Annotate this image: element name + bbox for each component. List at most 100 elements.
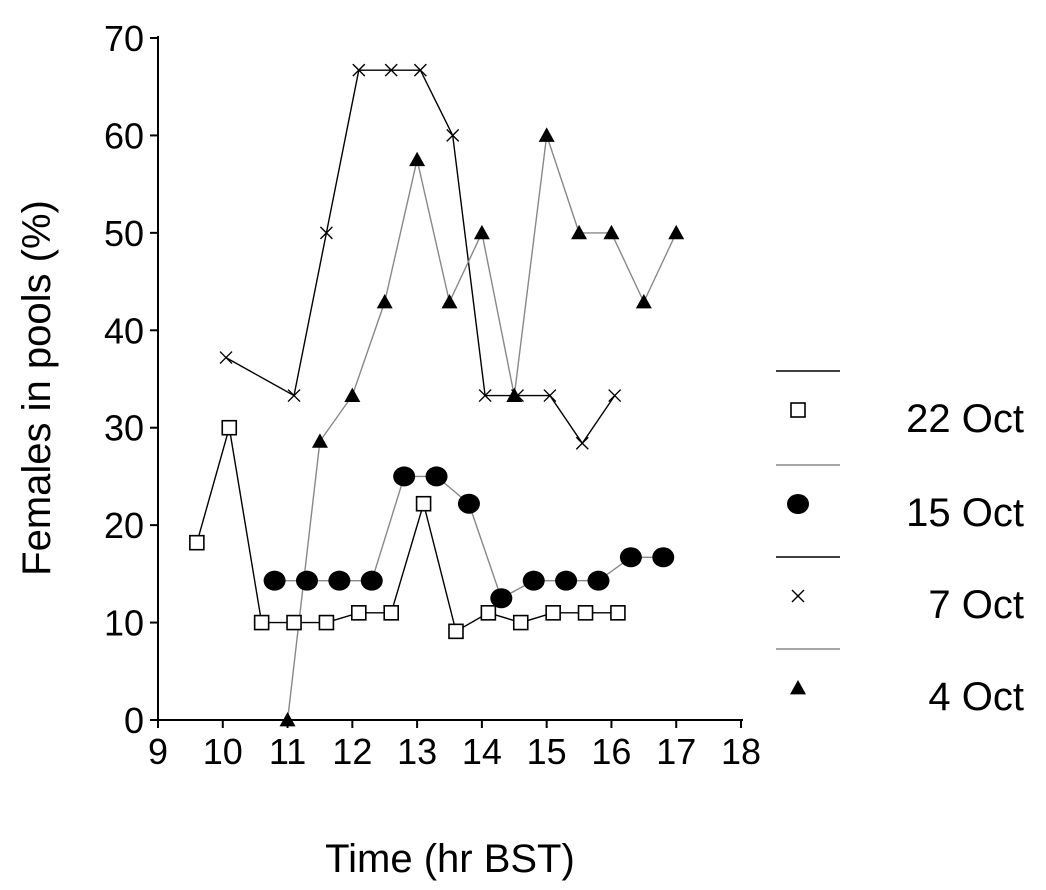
series-line-2 xyxy=(225,69,616,445)
filled-circle-marker xyxy=(263,570,286,591)
x-marker xyxy=(543,389,557,403)
x-marker-stroke xyxy=(608,389,622,403)
x-tick-label: 14 xyxy=(462,731,502,772)
chart-axes: 9 10 11 12 13 14 15 16 17 18 0 10 20 30 40 50 60 70 xyxy=(104,18,761,772)
x-marker-stroke xyxy=(219,351,233,365)
x-marker-stroke xyxy=(478,389,492,403)
x-marker xyxy=(791,589,805,603)
y-tick-label: 60 xyxy=(104,115,144,156)
x-tick-label: 16 xyxy=(591,731,631,772)
legend-label: 7 Oct xyxy=(928,583,1024,627)
y-axis-title: Females in pools (%) xyxy=(15,200,59,576)
x-marker-stroke xyxy=(791,589,805,603)
x-marker xyxy=(575,436,589,450)
x-marker xyxy=(352,63,366,77)
open-square-marker xyxy=(545,605,561,621)
open-square-marker xyxy=(318,614,335,631)
filled-triangle-marker xyxy=(506,387,523,402)
legend-label: 15 Oct xyxy=(906,491,1024,535)
filled-triangle-marker xyxy=(571,224,588,240)
filled-triangle-marker xyxy=(603,224,620,240)
x-tick-label: 9 xyxy=(148,731,168,772)
filled-circle-marker xyxy=(652,547,675,568)
filled-triangle-marker xyxy=(473,224,490,240)
series-markers-2 xyxy=(219,63,622,450)
x-tick-label: 10 xyxy=(203,731,243,772)
filled-triangle-marker xyxy=(344,387,361,402)
series-markers xyxy=(189,63,685,727)
x-marker-stroke xyxy=(543,389,557,403)
filled-circle-marker xyxy=(393,466,416,487)
filled-circle-marker xyxy=(295,570,318,591)
filled-triangle-marker xyxy=(538,127,555,142)
filled-triangle-marker xyxy=(409,151,426,167)
open-square-marker xyxy=(415,495,432,512)
filled-triangle-marker xyxy=(441,294,458,309)
series-markers-3 xyxy=(279,127,685,727)
legend-label: 4 Oct xyxy=(928,675,1024,719)
x-marker-stroke xyxy=(352,63,366,77)
open-square-marker xyxy=(286,614,302,631)
legend-label: 22 Oct xyxy=(906,397,1024,441)
series-line-3 xyxy=(286,135,677,721)
filled-circle-marker xyxy=(522,570,545,591)
open-square-marker xyxy=(448,623,464,640)
y-tick-label: 0 xyxy=(124,700,144,741)
x-marker xyxy=(384,63,398,77)
x-tick-label: 17 xyxy=(656,731,696,772)
series-markers-1 xyxy=(263,466,675,609)
filled-circle-marker xyxy=(555,570,578,591)
x-marker xyxy=(319,226,333,240)
filled-circle-marker xyxy=(587,570,610,591)
open-square-marker xyxy=(383,605,400,621)
filled-circle-marker xyxy=(490,588,513,609)
series-line-0 xyxy=(196,427,618,633)
x-marker xyxy=(219,351,233,365)
y-tick-label: 10 xyxy=(104,603,144,644)
y-tick-label: 30 xyxy=(104,408,144,449)
x-marker xyxy=(478,389,492,403)
filled-triangle-marker xyxy=(279,712,296,727)
x-tick-label: 11 xyxy=(269,731,306,772)
filled-circle-marker xyxy=(360,570,383,591)
x-marker-stroke xyxy=(413,63,427,77)
open-square-marker xyxy=(610,605,626,621)
filled-triangle-marker xyxy=(635,294,652,309)
filled-circle-marker xyxy=(787,494,809,514)
open-square-marker xyxy=(577,605,594,621)
filled-triangle-marker xyxy=(311,433,328,448)
open-square-marker xyxy=(512,614,529,631)
chart-legend: 22 Oct 15 Oct 7 Oct 4 Oct xyxy=(776,370,1024,719)
y-tick-label: 70 xyxy=(104,18,144,59)
open-square-marker xyxy=(189,534,205,551)
filled-circle-marker xyxy=(425,466,448,487)
x-marker-stroke xyxy=(446,128,460,142)
filled-triangle-marker xyxy=(376,294,393,309)
x-marker xyxy=(608,389,622,403)
series-markers-0 xyxy=(189,419,626,640)
filled-triangle-marker xyxy=(668,224,685,240)
x-marker xyxy=(287,389,301,403)
x-tick-label: 15 xyxy=(527,731,567,772)
open-square-marker xyxy=(480,605,497,621)
x-tick-label: 18 xyxy=(721,731,761,772)
x-marker-stroke xyxy=(319,226,333,240)
y-tick-label: 40 xyxy=(104,310,144,351)
filled-triangle-marker xyxy=(790,680,806,695)
open-square-marker xyxy=(351,605,367,621)
filled-circle-marker xyxy=(457,493,480,514)
x-marker xyxy=(446,128,460,142)
x-tick-label: 12 xyxy=(332,731,372,772)
x-marker xyxy=(413,63,427,77)
open-square-marker xyxy=(790,402,806,418)
x-marker-stroke xyxy=(287,389,301,403)
open-square-marker xyxy=(253,614,270,631)
open-square-marker xyxy=(221,419,238,436)
y-tick-label: 20 xyxy=(104,505,144,546)
x-marker-stroke xyxy=(384,63,398,77)
filled-circle-marker xyxy=(328,570,351,591)
filled-circle-marker xyxy=(619,547,642,568)
x-tick-label: 13 xyxy=(397,731,437,772)
x-axis-title: Time (hr BST) xyxy=(325,837,575,881)
